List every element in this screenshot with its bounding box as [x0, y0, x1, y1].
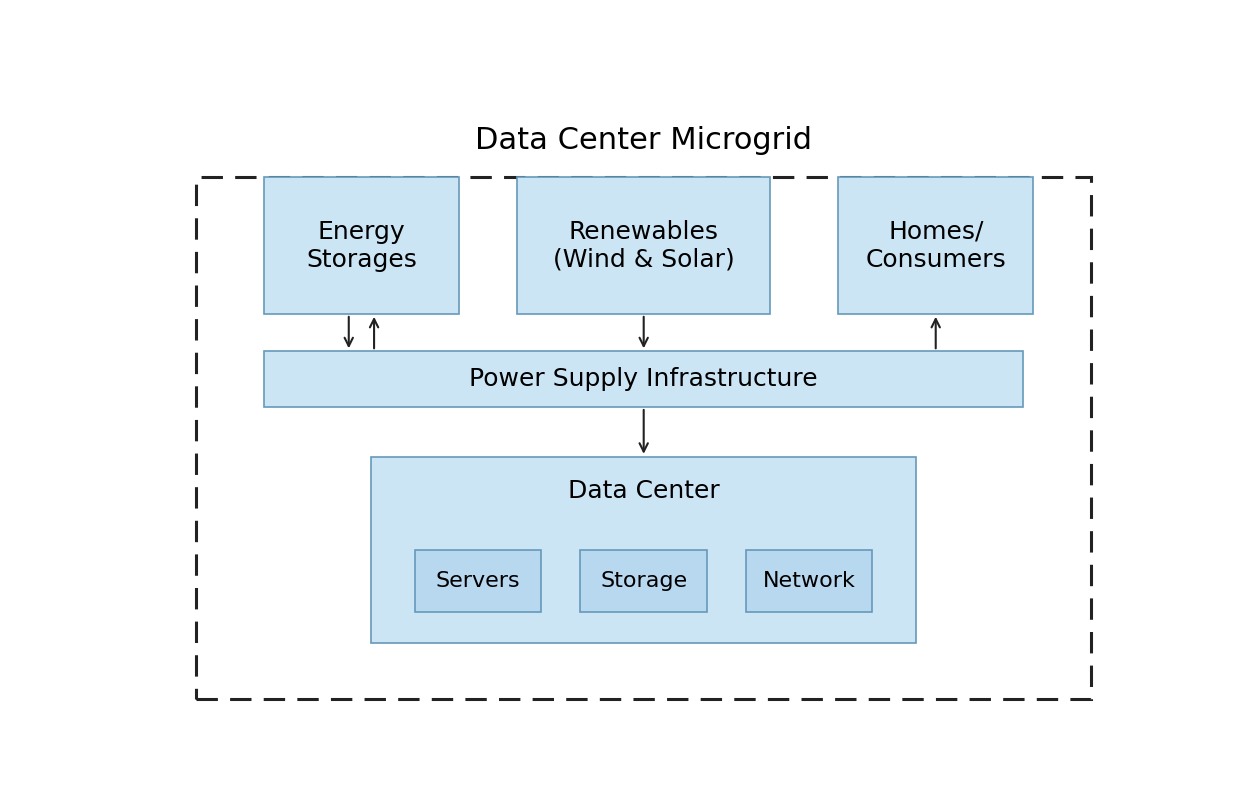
Bar — [580, 550, 707, 612]
Bar — [746, 550, 873, 612]
Bar — [196, 177, 1091, 699]
Text: Storage: Storage — [600, 571, 687, 591]
Text: Energy
Storages: Energy Storages — [306, 220, 417, 272]
Text: Servers: Servers — [436, 571, 520, 591]
Text: Data Center Microgrid: Data Center Microgrid — [475, 126, 813, 155]
Text: Network: Network — [762, 571, 855, 591]
Text: Homes/
Consumers: Homes/ Consumers — [865, 220, 1006, 272]
Bar — [517, 177, 770, 314]
Bar — [264, 351, 1024, 407]
Bar — [264, 177, 458, 314]
Text: Data Center: Data Center — [568, 479, 720, 503]
Bar — [414, 550, 541, 612]
Text: Renewables
(Wind & Solar): Renewables (Wind & Solar) — [553, 220, 735, 272]
Bar — [372, 457, 917, 643]
Text: Power Supply Infrastructure: Power Supply Infrastructure — [470, 367, 818, 391]
Bar — [839, 177, 1032, 314]
